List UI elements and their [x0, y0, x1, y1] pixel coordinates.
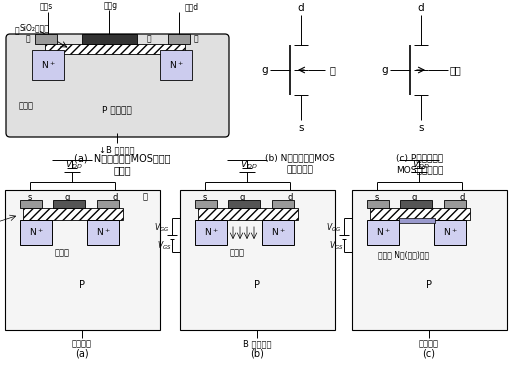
Text: $V_{DD}$: $V_{DD}$	[412, 159, 430, 171]
Text: d: d	[459, 192, 465, 202]
Text: 衬底引线: 衬底引线	[419, 340, 439, 349]
Bar	[399, 218, 435, 223]
Text: SiO₂绝缘层: SiO₂绝缘层	[19, 24, 49, 33]
Bar	[228, 200, 260, 208]
Text: 铝: 铝	[194, 34, 198, 44]
Text: 衬底: 衬底	[449, 65, 461, 75]
Bar	[367, 200, 389, 208]
Text: (c) P沟道增强型: (c) P沟道增强型	[397, 154, 443, 162]
Text: $V_{GG}$: $V_{GG}$	[327, 222, 341, 234]
Text: 铝: 铝	[26, 34, 30, 44]
Text: s: s	[203, 192, 207, 202]
Text: N$^+$: N$^+$	[443, 226, 457, 238]
Text: N$^+$: N$^+$	[271, 226, 285, 238]
Text: g: g	[382, 65, 388, 75]
Bar	[82, 34, 137, 44]
Text: P: P	[79, 280, 85, 290]
Text: g: g	[64, 192, 70, 202]
Text: d: d	[418, 3, 424, 13]
Text: d: d	[298, 3, 304, 13]
Bar	[352, 190, 507, 330]
Text: P 型硅衬底: P 型硅衬底	[102, 105, 132, 114]
Bar	[195, 200, 217, 208]
Text: 管代表符号: 管代表符号	[286, 165, 314, 175]
Bar	[434, 220, 466, 245]
Text: P: P	[426, 280, 432, 290]
Text: d: d	[287, 192, 293, 202]
Text: P: P	[254, 280, 260, 290]
Text: 铝: 铝	[147, 34, 151, 44]
Bar	[87, 220, 119, 245]
Bar	[160, 50, 192, 80]
Bar	[97, 200, 119, 208]
Text: $V_{DD}$: $V_{DD}$	[240, 159, 258, 171]
Text: s: s	[28, 192, 32, 202]
Text: $V_{GS}$: $V_{GS}$	[157, 240, 171, 252]
Text: 铝: 铝	[15, 27, 20, 36]
Text: 源极s: 源极s	[39, 3, 53, 11]
Bar	[35, 34, 57, 44]
Text: 耗尽层 N型(感生)沟道: 耗尽层 N型(感生)沟道	[379, 250, 430, 259]
Text: 衬底引线: 衬底引线	[72, 340, 92, 349]
Text: N$^+$: N$^+$	[29, 226, 43, 238]
Text: g: g	[262, 65, 268, 75]
Bar	[444, 200, 466, 208]
Bar	[400, 200, 432, 208]
Text: 衬: 衬	[329, 65, 335, 75]
Bar	[45, 44, 185, 54]
Text: (c): (c)	[422, 349, 436, 359]
Text: s: s	[298, 123, 304, 133]
Bar	[53, 200, 85, 208]
Text: B 衬底引线: B 衬底引线	[243, 340, 271, 349]
FancyBboxPatch shape	[6, 34, 229, 137]
Bar	[370, 208, 470, 220]
Bar	[198, 208, 298, 220]
Bar	[20, 220, 52, 245]
Bar	[262, 220, 294, 245]
Text: 耗尽层: 耗尽层	[19, 101, 33, 111]
Bar	[367, 220, 399, 245]
Bar	[168, 34, 190, 44]
Text: 漏极d: 漏极d	[185, 3, 199, 11]
Text: g: g	[239, 192, 245, 202]
Bar	[32, 50, 64, 80]
Text: (b) N沟道增强型MOS: (b) N沟道增强型MOS	[265, 154, 335, 162]
Text: d: d	[112, 192, 118, 202]
Text: s: s	[375, 192, 379, 202]
Text: N$^+$: N$^+$	[96, 226, 110, 238]
Text: N$^+$: N$^+$	[375, 226, 390, 238]
Text: N$^+$: N$^+$	[203, 226, 218, 238]
Text: (b): (b)	[250, 349, 264, 359]
Text: 栅极g: 栅极g	[104, 0, 118, 10]
Text: $V_{GG}$: $V_{GG}$	[154, 222, 169, 234]
Bar	[195, 220, 227, 245]
Bar	[180, 190, 335, 330]
Text: $V_{DD}$: $V_{DD}$	[65, 159, 83, 171]
Text: ↓B 衬底引线: ↓B 衬底引线	[99, 145, 135, 155]
Text: s: s	[418, 123, 424, 133]
Text: (a): (a)	[75, 349, 89, 359]
Bar	[20, 200, 42, 208]
Bar	[272, 200, 294, 208]
Text: N$^+$: N$^+$	[41, 59, 55, 71]
Bar	[5, 190, 160, 330]
Text: 示意图: 示意图	[113, 165, 131, 175]
Text: (a)  N沟道增强型MOS管结构: (a) N沟道增强型MOS管结构	[74, 153, 170, 163]
Text: MOS管代表符号: MOS管代表符号	[397, 165, 444, 175]
Bar	[23, 208, 123, 220]
Text: 铝: 铝	[143, 192, 147, 202]
Text: g: g	[411, 192, 417, 202]
Text: $V_{GS}$: $V_{GS}$	[329, 240, 344, 252]
Text: 耗尽层: 耗尽层	[230, 249, 245, 258]
Text: N$^+$: N$^+$	[169, 59, 183, 71]
Text: 耗尽层: 耗尽层	[55, 249, 70, 258]
